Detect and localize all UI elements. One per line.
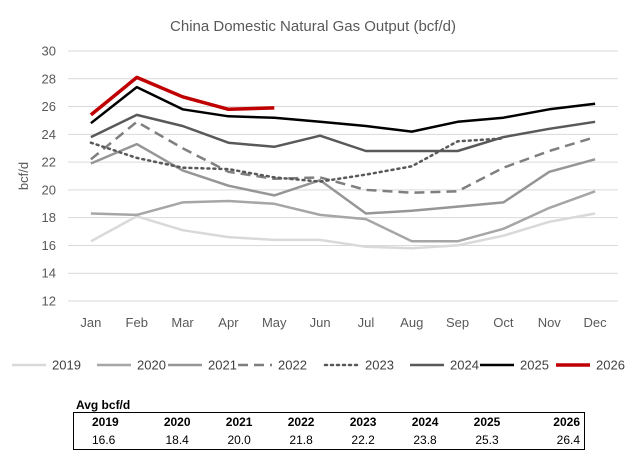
series-line-2019 <box>90 212 596 250</box>
chart-area: China Domestic Natural Gas Output (bcf/d… <box>12 18 625 373</box>
y-tick-label: 28 <box>42 71 56 86</box>
y-tick-label: 22 <box>42 155 56 170</box>
avg-value-cell: 16.6 <box>92 433 116 447</box>
x-axis-ticks: Jan Feb Mar Apr May Jun Jul Aug Sep Oct Nov Dec <box>80 315 607 330</box>
x-tick-label: May <box>262 315 287 330</box>
y-tick-label: 24 <box>42 127 56 142</box>
x-tick-label: Mar <box>171 315 194 330</box>
x-tick-label: Apr <box>218 315 239 330</box>
series-line-2024 <box>90 113 596 153</box>
x-tick-label: Jul <box>358 315 375 330</box>
avg-value-cell: 18.4 <box>165 433 189 447</box>
x-tick-label: Feb <box>126 315 148 330</box>
legend-label-2020: 2020 <box>137 358 166 373</box>
x-tick-label: Nov <box>538 315 562 330</box>
y-tick-label: 16 <box>42 238 56 253</box>
avg-table-values-row: 16.6 18.4 20.0 21.8 22.2 23.8 25.3 26.4 <box>74 431 585 450</box>
x-tick-label: Dec <box>584 315 608 330</box>
year-cell: 2021 <box>225 415 253 429</box>
series-line-2020 <box>90 190 596 243</box>
year-cell: 2026 <box>553 415 580 429</box>
year-cell: 2025 <box>473 415 501 429</box>
chart-title: China Domestic Natural Gas Output (bcf/d… <box>170 18 456 35</box>
avg-table-years-row: 2019 2020 2021 2022 2023 2024 2025 2026 <box>74 413 585 432</box>
year-cell: 2023 <box>349 415 377 429</box>
line-chart: China Domestic Natural Gas Output (bcf/d… <box>12 18 625 373</box>
legend-label-2026: 2026 <box>596 358 625 373</box>
gridlines <box>68 50 618 302</box>
legend-label-2025: 2025 <box>520 358 549 373</box>
avg-value-cell: 20.0 <box>227 433 251 447</box>
avg-value-cell: 21.8 <box>289 433 313 447</box>
x-tick-label: Jun <box>310 315 331 330</box>
series-line-2022 <box>90 120 596 194</box>
x-tick-label: Jan <box>80 315 101 330</box>
avg-value-cell: 23.8 <box>413 433 437 447</box>
series-line-2021 <box>90 142 596 215</box>
y-axis-label: bcf/d <box>16 162 31 190</box>
series-line-2025 <box>90 85 596 133</box>
legend-label-2022: 2022 <box>278 358 307 373</box>
year-cell: 2024 <box>411 415 439 429</box>
avg-value-cell: 22.2 <box>351 433 375 447</box>
legend-label-2024: 2024 <box>450 358 479 373</box>
year-cell: 2020 <box>163 415 191 429</box>
legend-label-2021: 2021 <box>208 358 237 373</box>
year-cell: 2022 <box>287 415 315 429</box>
legend-label-2019: 2019 <box>52 358 81 373</box>
y-tick-label: 18 <box>42 210 56 225</box>
y-tick-label: 20 <box>42 182 56 197</box>
y-tick-label: 30 <box>42 44 56 59</box>
legend-label-2023: 2023 <box>365 358 394 373</box>
x-tick-label: Sep <box>446 315 469 330</box>
avg-value-cell: 26.4 <box>556 433 580 447</box>
series-lines <box>89 75 596 250</box>
series-line-2026 <box>89 75 275 117</box>
avg-table-block: Avg bcf/d 2019 2020 2021 2022 2023 2024 … <box>73 398 585 450</box>
x-tick-label: Oct <box>493 315 514 330</box>
avg-table-title: Avg bcf/d <box>76 398 131 412</box>
y-tick-label: 12 <box>42 294 56 309</box>
y-tick-label: 26 <box>42 99 56 114</box>
y-axis-ticks: 12 14 16 18 20 22 24 26 28 30 <box>42 44 56 309</box>
y-tick-label: 14 <box>42 266 56 281</box>
series-line-2023 <box>89 137 505 183</box>
x-tick-label: Aug <box>400 315 423 330</box>
avg-value-cell: 25.3 <box>475 433 499 447</box>
avg-table: 2019 2020 2021 2022 2023 2024 2025 2026 … <box>73 412 585 450</box>
legend: 2019 2020 2021 2022 2023 2024 2025 2026 <box>12 358 625 373</box>
year-cell: 2019 <box>92 415 119 429</box>
